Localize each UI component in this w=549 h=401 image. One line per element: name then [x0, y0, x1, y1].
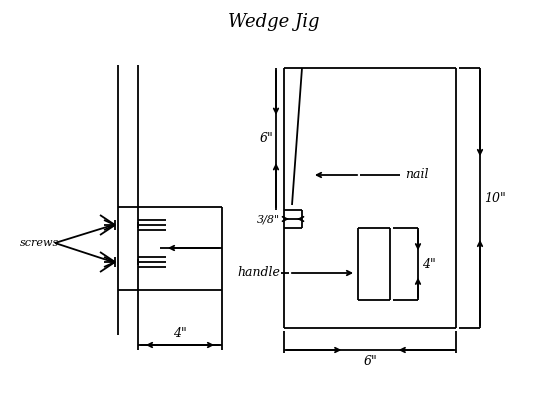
Text: 4": 4" — [422, 257, 436, 271]
Text: 3/8": 3/8" — [257, 214, 280, 224]
Text: 10": 10" — [484, 192, 506, 205]
Text: nail: nail — [405, 168, 429, 182]
Text: screws: screws — [20, 238, 59, 248]
Text: Wedge Jig: Wedge Jig — [228, 13, 320, 31]
Text: 4": 4" — [173, 327, 187, 340]
Text: 6": 6" — [259, 132, 273, 146]
Text: 6": 6" — [363, 355, 377, 368]
Text: handle: handle — [237, 267, 280, 279]
